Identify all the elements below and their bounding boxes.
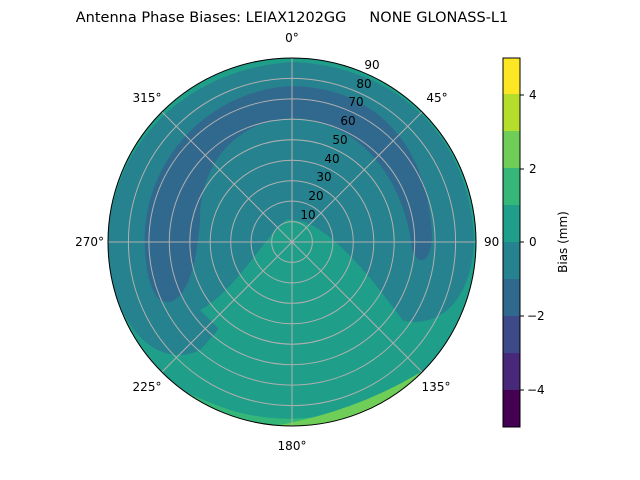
cbar-tick-4: 4 <box>529 88 537 102</box>
cbar-tick-neg4: −4 <box>527 383 545 397</box>
chart-title: Antenna Phase Biases: LEIAX1202GG NONE G… <box>76 10 508 26</box>
theta-tick-90: 90 <box>484 235 499 249</box>
r-tick-10: 10 <box>300 208 315 222</box>
theta-tick-45: 45° <box>426 91 447 105</box>
r-tick-60: 60 <box>340 114 355 128</box>
theta-tick-0: 0° <box>285 31 299 45</box>
r-tick-70: 70 <box>348 95 363 109</box>
theta-tick-135: 135° <box>422 380 451 394</box>
cbar-tick-neg2: −2 <box>527 309 545 323</box>
polar-grid <box>108 58 476 426</box>
colorbar: 4 2 0 −2 −4 Bias (mm) <box>502 57 570 428</box>
theta-tick-270: 270° <box>75 235 104 249</box>
theta-tick-labels: 0° 45° 90 135° 180° 225° 270° 315° <box>75 31 499 453</box>
radial-tick-labels: 10 20 30 40 50 60 70 80 90 <box>300 58 379 222</box>
theta-tick-180: 180° <box>278 439 307 453</box>
r-tick-20: 20 <box>308 189 323 203</box>
r-tick-50: 50 <box>332 133 347 147</box>
r-tick-80: 80 <box>356 77 371 91</box>
r-tick-40: 40 <box>324 152 339 166</box>
r-tick-90: 90 <box>364 58 379 72</box>
theta-tick-225: 225° <box>133 380 162 394</box>
cbar-tick-2: 2 <box>529 162 537 176</box>
cbar-tick-0: 0 <box>529 235 537 249</box>
theta-tick-315: 315° <box>133 91 162 105</box>
r-tick-30: 30 <box>316 170 331 184</box>
colorbar-label: Bias (mm) <box>556 211 570 273</box>
